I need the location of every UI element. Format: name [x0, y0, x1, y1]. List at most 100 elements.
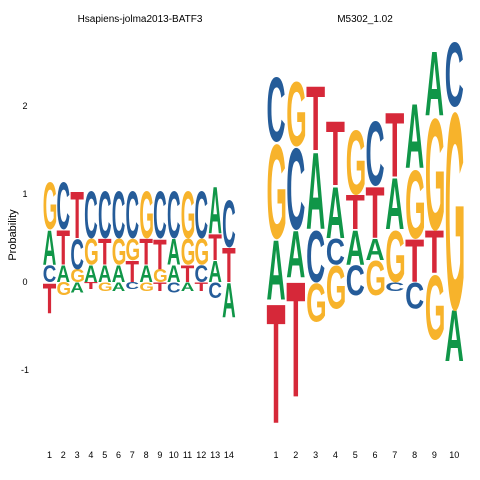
logo-letter-c: C — [84, 178, 98, 253]
logo-letter-g: G — [195, 233, 210, 273]
position-label: 8 — [144, 450, 149, 460]
logo-letter-a: A — [385, 163, 404, 246]
y-axis: Probability -1 0 1 2 — [7, 101, 29, 375]
logo-letter-c: C — [126, 281, 140, 292]
logo-letter-g: G — [84, 233, 99, 273]
logo-letter-a: A — [405, 86, 424, 188]
y-axis-label: Probability — [7, 209, 19, 261]
logo-letter-g: G — [139, 178, 154, 253]
logo-letter-c: C — [286, 124, 305, 254]
y-tick-labels: -1 0 1 2 — [21, 101, 29, 375]
logo-letter-a: A — [112, 281, 126, 294]
position-label: 7 — [130, 450, 135, 460]
logo-letter-c: C — [195, 178, 209, 253]
position-label: 10 — [449, 450, 459, 460]
logo-letter-t: T — [181, 260, 195, 287]
logo-letter-a: A — [346, 221, 365, 276]
y-tick-label: -1 — [21, 365, 29, 375]
position-label: 12 — [196, 450, 206, 460]
logo-letter-c: C — [43, 260, 57, 288]
logo-letter-g: G — [445, 55, 466, 369]
logo-letter-c: C — [385, 280, 404, 294]
logo-letter-g: G — [153, 265, 168, 286]
logo-letter-g: G — [57, 278, 72, 299]
logo-panel-2: M5302_1.02 TAGCTACGGCATGCATCATGGATCCGATC… — [267, 14, 466, 460]
logo-letter-c: C — [346, 257, 365, 305]
logo-letter-t: T — [70, 178, 84, 253]
logo-letter-t: T — [267, 270, 286, 461]
logo-letter-a: A — [57, 260, 71, 288]
logo-letter-g: G — [70, 265, 85, 286]
position-label: 6 — [372, 450, 377, 460]
position-label: 1 — [273, 450, 278, 460]
panel-1-position-labels: 1 2 3 4 5 6 7 8 9 10 11 12 13 14 — [47, 450, 234, 460]
logo-letter-c: C — [70, 230, 84, 278]
position-label: 2 — [293, 450, 298, 460]
logo-letter-c: C — [57, 169, 71, 244]
logo-letter-a: A — [208, 255, 222, 289]
logo-letter-c: C — [222, 187, 236, 262]
logo-letter-a: A — [98, 260, 112, 288]
position-label: 11 — [183, 450, 192, 460]
logo-letter-a: A — [139, 260, 153, 288]
logo-letter-g: G — [326, 253, 347, 322]
logo-letter-t: T — [222, 239, 236, 293]
logo-letter-a: A — [70, 279, 84, 296]
logo-letter-t: T — [208, 229, 222, 269]
logo-letter-t: T — [98, 233, 112, 273]
logo-letter-g: G — [425, 258, 446, 360]
logo-letter-a: A — [306, 130, 325, 252]
logo-letter-g: G — [181, 178, 196, 253]
logo-letter-g: G — [306, 273, 327, 334]
logo-letter-t: T — [346, 185, 365, 240]
logo-letter-t: T — [139, 233, 153, 273]
logo-letter-t: T — [43, 275, 57, 323]
logo-letter-a: A — [425, 33, 444, 135]
logo-letter-c: C — [112, 178, 126, 253]
logo-letter-c: C — [445, 24, 464, 126]
logo-letter-g: G — [286, 64, 307, 166]
logo-letter-c: C — [98, 178, 112, 253]
position-label: 9 — [432, 450, 437, 460]
logo-letter-g: G — [181, 233, 196, 273]
logo-letter-t: T — [405, 228, 424, 296]
logo-letter-c: C — [267, 60, 286, 162]
logo-letter-c: C — [126, 178, 140, 253]
logo-letter-g: G — [385, 215, 406, 298]
logo-letter-a: A — [267, 224, 286, 319]
position-label: 13 — [210, 450, 220, 460]
logo-letter-a: A — [222, 272, 236, 327]
logo-letter-t: T — [385, 93, 404, 196]
position-label: 6 — [116, 450, 121, 460]
logo-letter-t: T — [153, 231, 167, 279]
logo-letter-t: T — [195, 280, 209, 294]
logo-letter-c: C — [208, 280, 222, 304]
logo-letter-c: C — [153, 178, 167, 253]
position-label: 2 — [61, 450, 66, 460]
logo-letter-t: T — [326, 102, 345, 205]
logo-letter-g: G — [405, 151, 426, 260]
position-label: 9 — [157, 450, 162, 460]
logo-letter-a: A — [167, 260, 181, 288]
logo-letter-g: G — [126, 233, 141, 267]
logo-letter-c: C — [195, 260, 209, 288]
logo-letter-g: G — [112, 233, 127, 273]
panel-1-title: Hsapiens-jolma2013-BATF3 — [78, 14, 203, 25]
logo-letter-a: A — [167, 233, 181, 273]
logo-letter-a: A — [181, 281, 195, 294]
position-label: 5 — [102, 450, 107, 460]
panel-2-position-labels: 1 2 3 4 5 6 7 8 9 10 — [273, 450, 459, 460]
logo-letter-g: G — [139, 281, 154, 294]
logo-letter-g: G — [98, 281, 113, 294]
logo-letter-a: A — [43, 220, 57, 275]
position-label: 4 — [88, 450, 93, 460]
logo-letter-c: C — [167, 178, 181, 253]
logo-letter-c: C — [306, 215, 325, 298]
logo-letter-a: A — [366, 233, 385, 267]
logo-panel-1: Hsapiens-jolma2013-BATF3 TCAGGATCAGCTTAG… — [43, 14, 236, 460]
logo-letter-a: A — [112, 260, 126, 288]
logo-letter-c: C — [167, 279, 181, 296]
position-label: 1 — [47, 450, 52, 460]
logo-letter-t: T — [306, 67, 325, 170]
